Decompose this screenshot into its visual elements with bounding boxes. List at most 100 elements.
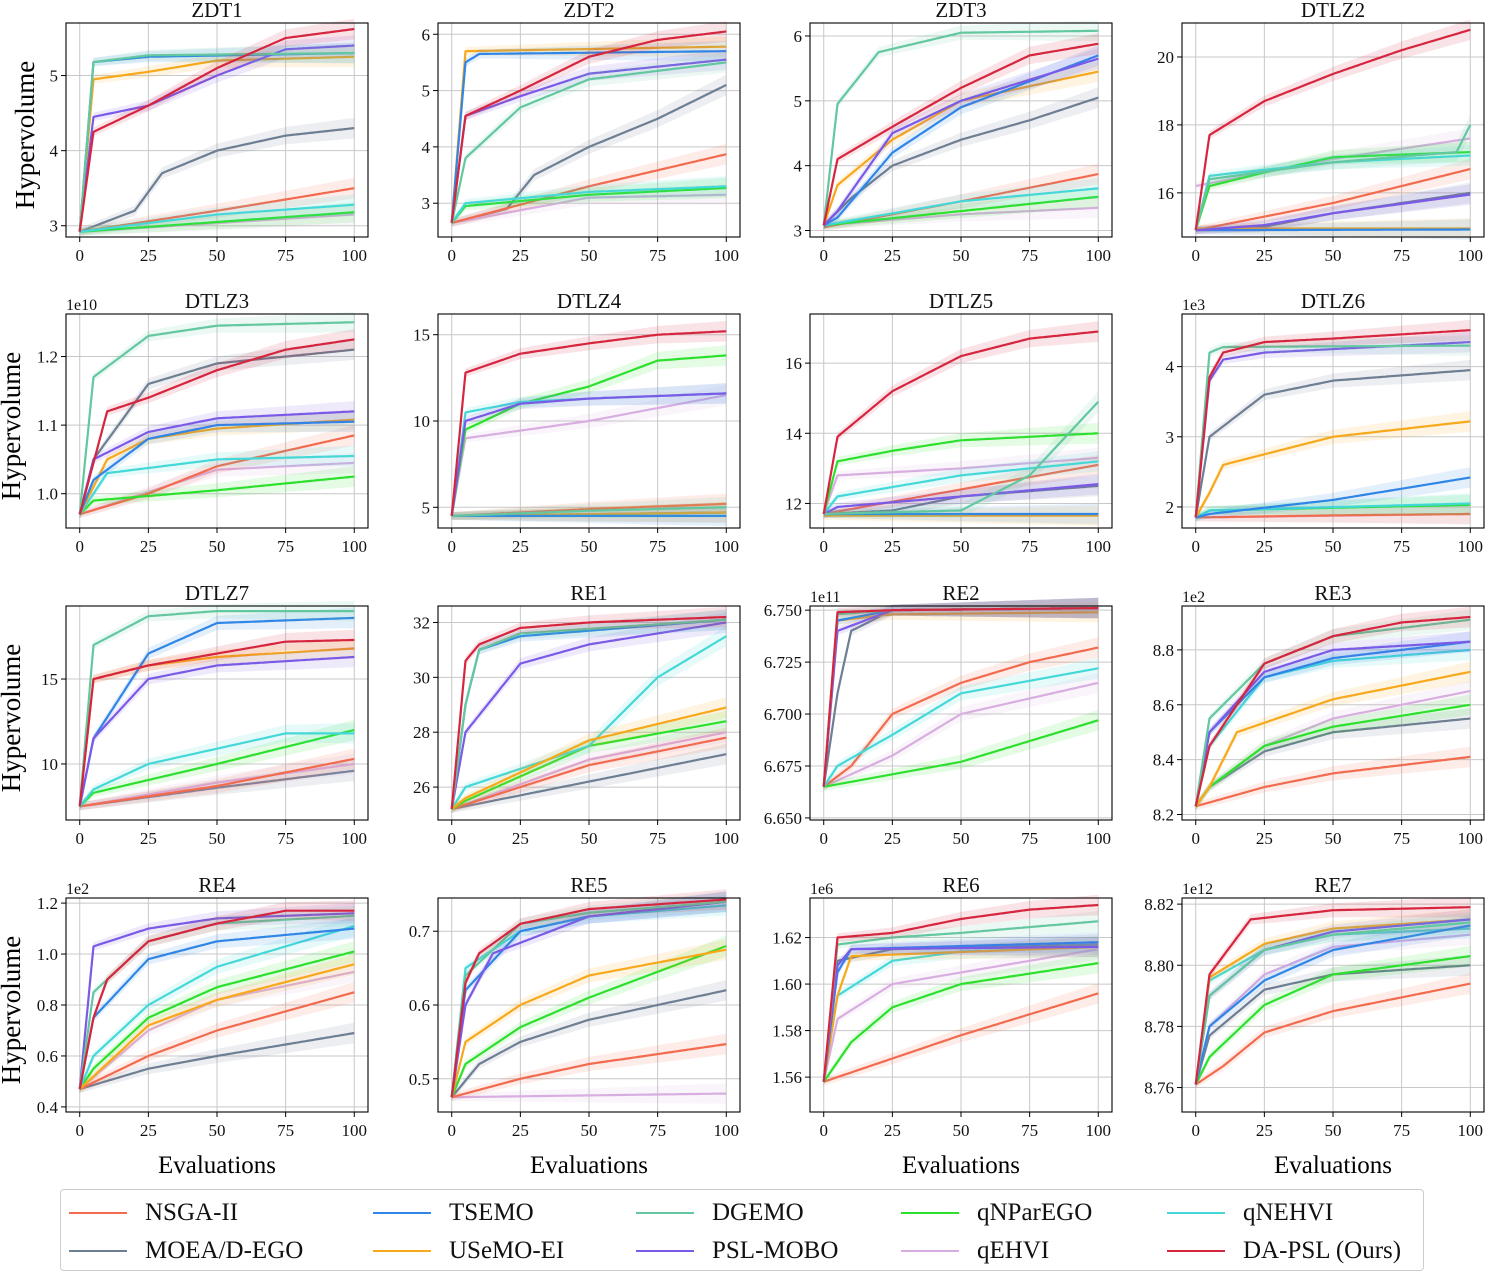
xtick-label-zdt2-1: 25 [512, 246, 529, 265]
ytick-label-dtlz7-1: 15 [41, 670, 58, 689]
series-line-zdt1-dapsl [78, 27, 355, 232]
offset-label-dtlz6: 1e3 [1182, 297, 1205, 314]
band-re4-pslmobo [79, 903, 355, 1093]
series-line-dtlz5-dgemo [823, 400, 1100, 516]
ytick-label-re7-0: 8.76 [1144, 1079, 1174, 1098]
series-line-dtlz7-dgemo [78, 610, 355, 807]
band-re2-qnparego [823, 710, 1099, 791]
series-line-re6-qehvi [822, 948, 1099, 1083]
series-line-zdt3-dgemo [822, 29, 1099, 226]
series-line-re7-nsga2 [1195, 982, 1471, 1086]
series-line-zdt1-moead [79, 127, 355, 233]
series-line-re1-pslmobo [450, 621, 727, 810]
band-re3-dgemo [1195, 609, 1471, 811]
ytick-label-re7-2: 8.80 [1144, 956, 1174, 975]
band-re7-qnehvi [1195, 918, 1471, 1089]
series-line-re4-qnehvi [78, 924, 355, 1090]
xtick-label-zdt2-2: 50 [581, 246, 598, 265]
xtick-label-re5-0: 0 [447, 1121, 456, 1140]
series-line-re1-dapsl [450, 615, 727, 810]
xtick-label-dtlz3-3: 75 [277, 537, 294, 556]
band-re7-usemo [1195, 909, 1471, 1089]
band-re3-pslmobo [1195, 631, 1471, 811]
series-line-zdt1-nsga2 [79, 187, 355, 233]
legend-label-qnehvi: qNEHVI [1243, 1199, 1334, 1226]
subplot-dtlz7: 0 25 50 75 100 10 15 DTLZ7 [41, 581, 369, 848]
band-dtlz7-nsga2 [79, 748, 355, 811]
xtick-label-dtlz2-4: 100 [1458, 246, 1484, 265]
xtick-label-dtlz4-4: 100 [714, 537, 740, 556]
series-line-dtlz3-pslmobo [78, 410, 355, 515]
xtick-label-dtlz7-4: 100 [342, 829, 368, 848]
ytick-label-dtlz3-2: 1.2 [37, 348, 58, 367]
xtick-label-re6-1: 25 [884, 1121, 901, 1140]
series-line-dtlz7-qehvi [79, 762, 355, 808]
series-line-zdt3-dapsl [822, 42, 1099, 226]
ytick-label-dtlz2-0: 16 [1157, 184, 1174, 203]
band-zdt3-qnehvi [823, 178, 1099, 230]
xtick-label-zdt2-4: 100 [714, 246, 740, 265]
series-line-re7-qnparego [1194, 955, 1471, 1085]
ytick-label-re3-2: 8.6 [1153, 696, 1174, 715]
xtick-label-dtlz2-1: 25 [1256, 246, 1273, 265]
subplot-re2: 0 25 50 75 100 6.650 6.675 6.700 6.725 6.750 RE2 1e… [764, 581, 1113, 848]
band-re6-dgemo [823, 911, 1099, 1086]
xtick-label-zdt3-4: 100 [1086, 246, 1112, 265]
band-zdt2-dapsl [451, 21, 727, 227]
ytick-label-dtlz4-1: 10 [413, 412, 430, 431]
band-dtlz6-moead [1195, 359, 1471, 522]
series-line-zdt2-qnehvi [450, 185, 727, 224]
ytick-label-re7-1: 8.78 [1144, 1017, 1174, 1036]
band-re2-qnehvi [823, 658, 1099, 791]
xtick-label-re3-1: 25 [1256, 829, 1273, 848]
xtick-label-re5-1: 25 [512, 1121, 529, 1140]
band-re1-qnehvi [451, 625, 727, 813]
series-line-dtlz7-qnparego [78, 728, 355, 808]
legend-item-nsga2: NSGA-II [69, 1198, 238, 1228]
xtick-label-re1-0: 0 [447, 829, 456, 848]
series-line-dtlz4-pslmobo [450, 392, 727, 517]
band-dtlz4-qnehvi [451, 383, 727, 520]
series-line-zdt3-qnparego [823, 195, 1099, 227]
series-line-zdt2-usemo [450, 45, 727, 223]
subplot-title-re5: RE5 [570, 873, 607, 897]
series-line-re6-pslmobo [822, 945, 1099, 1082]
xtick-label-re4-1: 25 [140, 1121, 157, 1140]
legend: NSGA-II TSEMO DGEMO qNParEGO qNEHVI MOEA… [60, 1189, 1424, 1271]
legend-swatch-qnehvi [1167, 1212, 1225, 1214]
series-line-dtlz5-qnparego [822, 432, 1099, 515]
series-line-zdt3-pslmobo [822, 57, 1099, 227]
series-line-dtlz4-dapsl [450, 330, 727, 517]
x-axis-label-col-2: Evaluations [530, 1152, 648, 1179]
legend-label-tsemo: TSEMO [449, 1199, 534, 1226]
ytick-label-re1-1: 28 [413, 723, 430, 742]
ytick-label-re6-2: 1.60 [772, 975, 802, 994]
series-line-dtlz2-dgemo [1194, 124, 1472, 231]
subplot-title-re4: RE4 [198, 873, 236, 897]
legend-label-dgemo: DGEMO [712, 1199, 804, 1226]
series-line-re4-dapsl [78, 909, 355, 1090]
band-re3-qnehvi [1195, 639, 1471, 811]
xtick-label-dtlz5-0: 0 [819, 537, 828, 556]
series-line-zdt1-qnparego [79, 211, 355, 233]
ytick-label-zdt2-2: 5 [422, 82, 431, 101]
band-re5-qehvi [451, 1083, 727, 1104]
series-line-re6-dgemo [822, 920, 1099, 1082]
series-line-dtlz5-dapsl [822, 330, 1099, 515]
band-zdt3-tsemo [823, 45, 1099, 230]
series-line-dtlz3-qnehvi [78, 454, 355, 515]
xtick-label-dtlz3-4: 100 [342, 537, 368, 556]
band-re3-nsga2 [1195, 746, 1471, 811]
legend-label-qehvi: qEHVI [977, 1237, 1050, 1264]
subplot-title-dtlz7: DTLZ7 [185, 581, 249, 605]
band-dtlz4-qehvi [451, 384, 727, 520]
xtick-label-re1-3: 75 [649, 829, 666, 848]
band-re7-qehvi [1195, 924, 1471, 1089]
band-dtlz6-qehvi [1195, 503, 1471, 525]
xtick-label-dtlz3-0: 0 [75, 537, 84, 556]
xtick-label-re3-3: 75 [1393, 829, 1410, 848]
subplot-zdt3: 0 25 50 75 100 3 4 5 6 ZDT3 [794, 0, 1113, 265]
series-line-re7-dapsl [1194, 906, 1471, 1085]
band-dtlz2-qnehvi [1195, 145, 1471, 235]
xtick-label-dtlz5-4: 100 [1086, 537, 1112, 556]
